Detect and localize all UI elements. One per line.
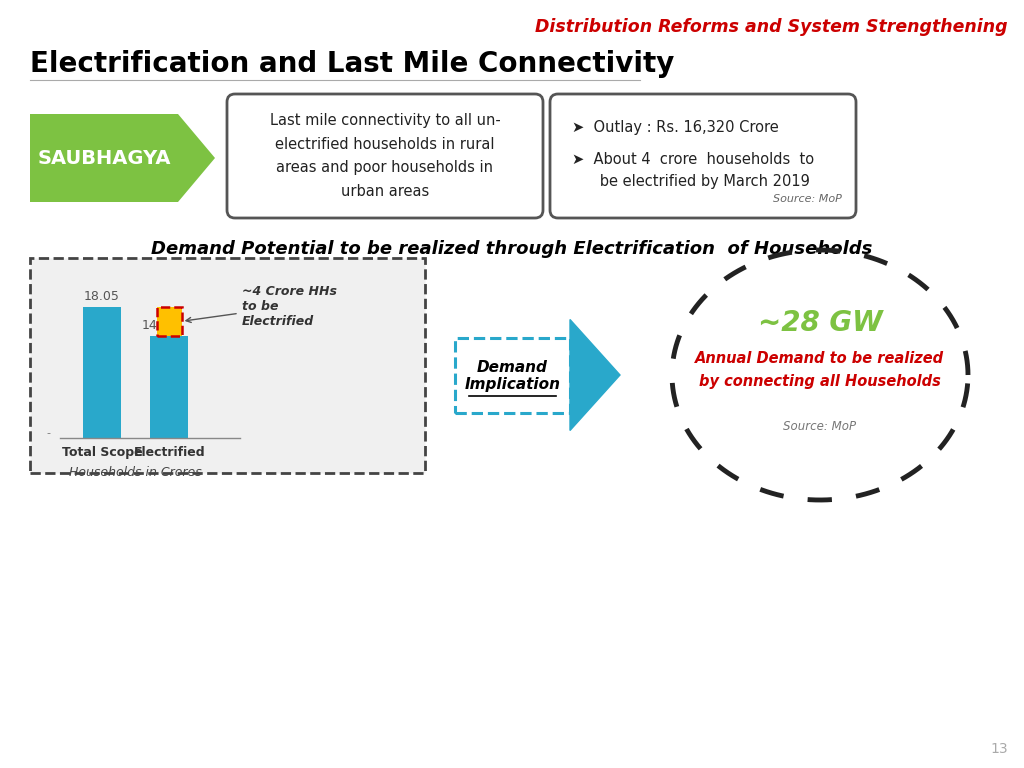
FancyBboxPatch shape [227, 94, 543, 218]
Text: Source: MoP: Source: MoP [783, 421, 856, 433]
Polygon shape [30, 114, 215, 202]
Text: SAUBHAGYA: SAUBHAGYA [37, 148, 171, 167]
Text: ➤  About 4  crore  households  to
      be electrified by March 2019: ➤ About 4 crore households to be electri… [572, 152, 814, 189]
Text: Demand: Demand [477, 359, 548, 375]
Bar [83, 306, 121, 438]
Text: 13: 13 [990, 742, 1008, 756]
Text: Annual Demand to be realized
by connecting all Households: Annual Demand to be realized by connecti… [695, 352, 944, 389]
Text: Electrified: Electrified [133, 446, 205, 459]
FancyBboxPatch shape [550, 94, 856, 218]
Bar [157, 306, 181, 336]
Text: Demand Potential to be realized through Electrification  of Households: Demand Potential to be realized through … [152, 240, 872, 258]
Text: Households in Crores: Households in Crores [70, 466, 202, 479]
Text: ➤  Outlay : Rs. 16,320 Crore: ➤ Outlay : Rs. 16,320 Crore [572, 120, 778, 135]
Text: Electrification and Last Mile Connectivity: Electrification and Last Mile Connectivi… [30, 50, 675, 78]
Text: Implication: Implication [465, 378, 560, 392]
Bar [455, 337, 570, 412]
Text: -: - [46, 428, 50, 438]
Text: 18.05: 18.05 [84, 290, 120, 303]
Text: Source: MoP: Source: MoP [773, 194, 842, 204]
Bar [157, 306, 181, 336]
Text: ~28 GW: ~28 GW [758, 309, 883, 337]
Text: ~4 Crore HHs
to be
Electrified: ~4 Crore HHs to be Electrified [186, 285, 337, 328]
Polygon shape [570, 319, 620, 431]
Bar [151, 336, 188, 438]
Text: Last mile connectivity to all un-
electrified households in rural
areas and poor: Last mile connectivity to all un- electr… [269, 114, 501, 199]
Text: 14.05: 14.05 [141, 319, 177, 332]
Bar [30, 258, 425, 473]
Text: Distribution Reforms and System Strengthening: Distribution Reforms and System Strength… [536, 18, 1008, 36]
Text: Total Scope: Total Scope [61, 446, 142, 459]
